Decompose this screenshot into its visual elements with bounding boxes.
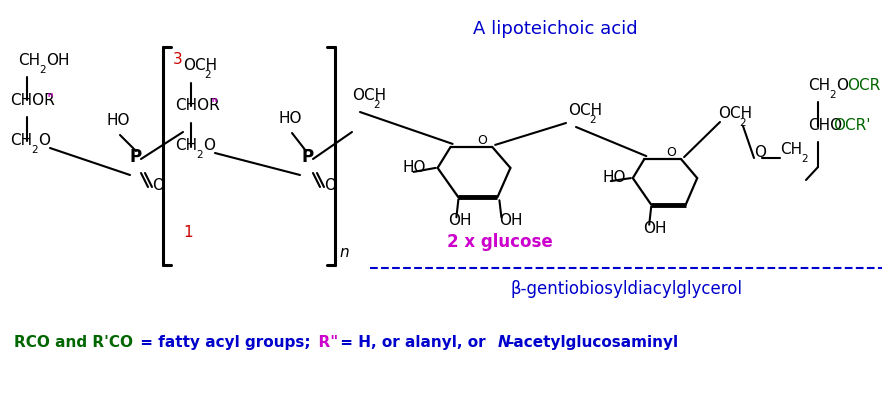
Text: O: O	[477, 134, 487, 147]
Text: CH: CH	[808, 78, 830, 93]
Text: 2: 2	[31, 145, 37, 155]
Text: 2: 2	[829, 90, 836, 100]
Text: HO: HO	[278, 111, 301, 126]
Text: OCH: OCH	[718, 106, 752, 121]
Text: CH: CH	[18, 53, 40, 68]
Text: P: P	[130, 148, 142, 166]
Text: OCR: OCR	[847, 78, 880, 93]
Text: CH: CH	[780, 142, 802, 157]
Text: CHO: CHO	[808, 118, 842, 133]
Text: β-gentiobiosyldiacylglycerol: β-gentiobiosyldiacylglycerol	[511, 280, 743, 298]
Text: = fatty acyl groups;: = fatty acyl groups;	[135, 335, 310, 350]
Text: 2: 2	[196, 150, 202, 160]
Text: R": R"	[308, 335, 338, 350]
Text: 1: 1	[183, 225, 193, 240]
Text: OH: OH	[449, 213, 472, 228]
Text: HO: HO	[402, 160, 426, 175]
Text: O: O	[324, 178, 336, 193]
Text: OCH: OCH	[352, 88, 386, 103]
Text: CH: CH	[175, 138, 197, 153]
Text: N: N	[498, 335, 511, 350]
Text: O: O	[152, 178, 164, 193]
Text: O: O	[203, 138, 215, 153]
Text: = H, or alanyl, or: = H, or alanyl, or	[335, 335, 491, 350]
Text: P: P	[301, 148, 314, 166]
Text: CHOR: CHOR	[10, 93, 54, 108]
Text: ": "	[211, 98, 219, 113]
Text: A lipoteichoic acid: A lipoteichoic acid	[473, 20, 637, 38]
Text: 3: 3	[173, 52, 183, 67]
Text: CH: CH	[10, 133, 32, 148]
Text: OH: OH	[500, 213, 523, 228]
Text: ": "	[46, 93, 54, 108]
Text: O: O	[754, 145, 766, 160]
Text: 2: 2	[739, 118, 746, 128]
Text: HO: HO	[107, 113, 130, 128]
Text: CHOR: CHOR	[175, 98, 219, 113]
Text: 2: 2	[589, 115, 596, 125]
Text: OH: OH	[46, 53, 70, 68]
Text: OCH: OCH	[568, 103, 602, 118]
Text: n: n	[339, 245, 349, 260]
Text: 2: 2	[801, 154, 807, 164]
Text: 2 x glucose: 2 x glucose	[447, 233, 553, 251]
Text: HO: HO	[603, 170, 626, 185]
Text: OH: OH	[643, 221, 666, 236]
Text: O: O	[38, 133, 50, 148]
Text: O: O	[666, 147, 676, 160]
Text: -acetylglucosaminyl: -acetylglucosaminyl	[507, 335, 678, 350]
Text: O: O	[836, 78, 848, 93]
Text: 2: 2	[204, 70, 211, 80]
Text: 2: 2	[373, 100, 380, 110]
Text: OCH: OCH	[183, 58, 217, 73]
Text: 2: 2	[39, 65, 45, 75]
Text: OCR': OCR'	[833, 118, 871, 133]
Text: RCO and R'CO: RCO and R'CO	[14, 335, 133, 350]
